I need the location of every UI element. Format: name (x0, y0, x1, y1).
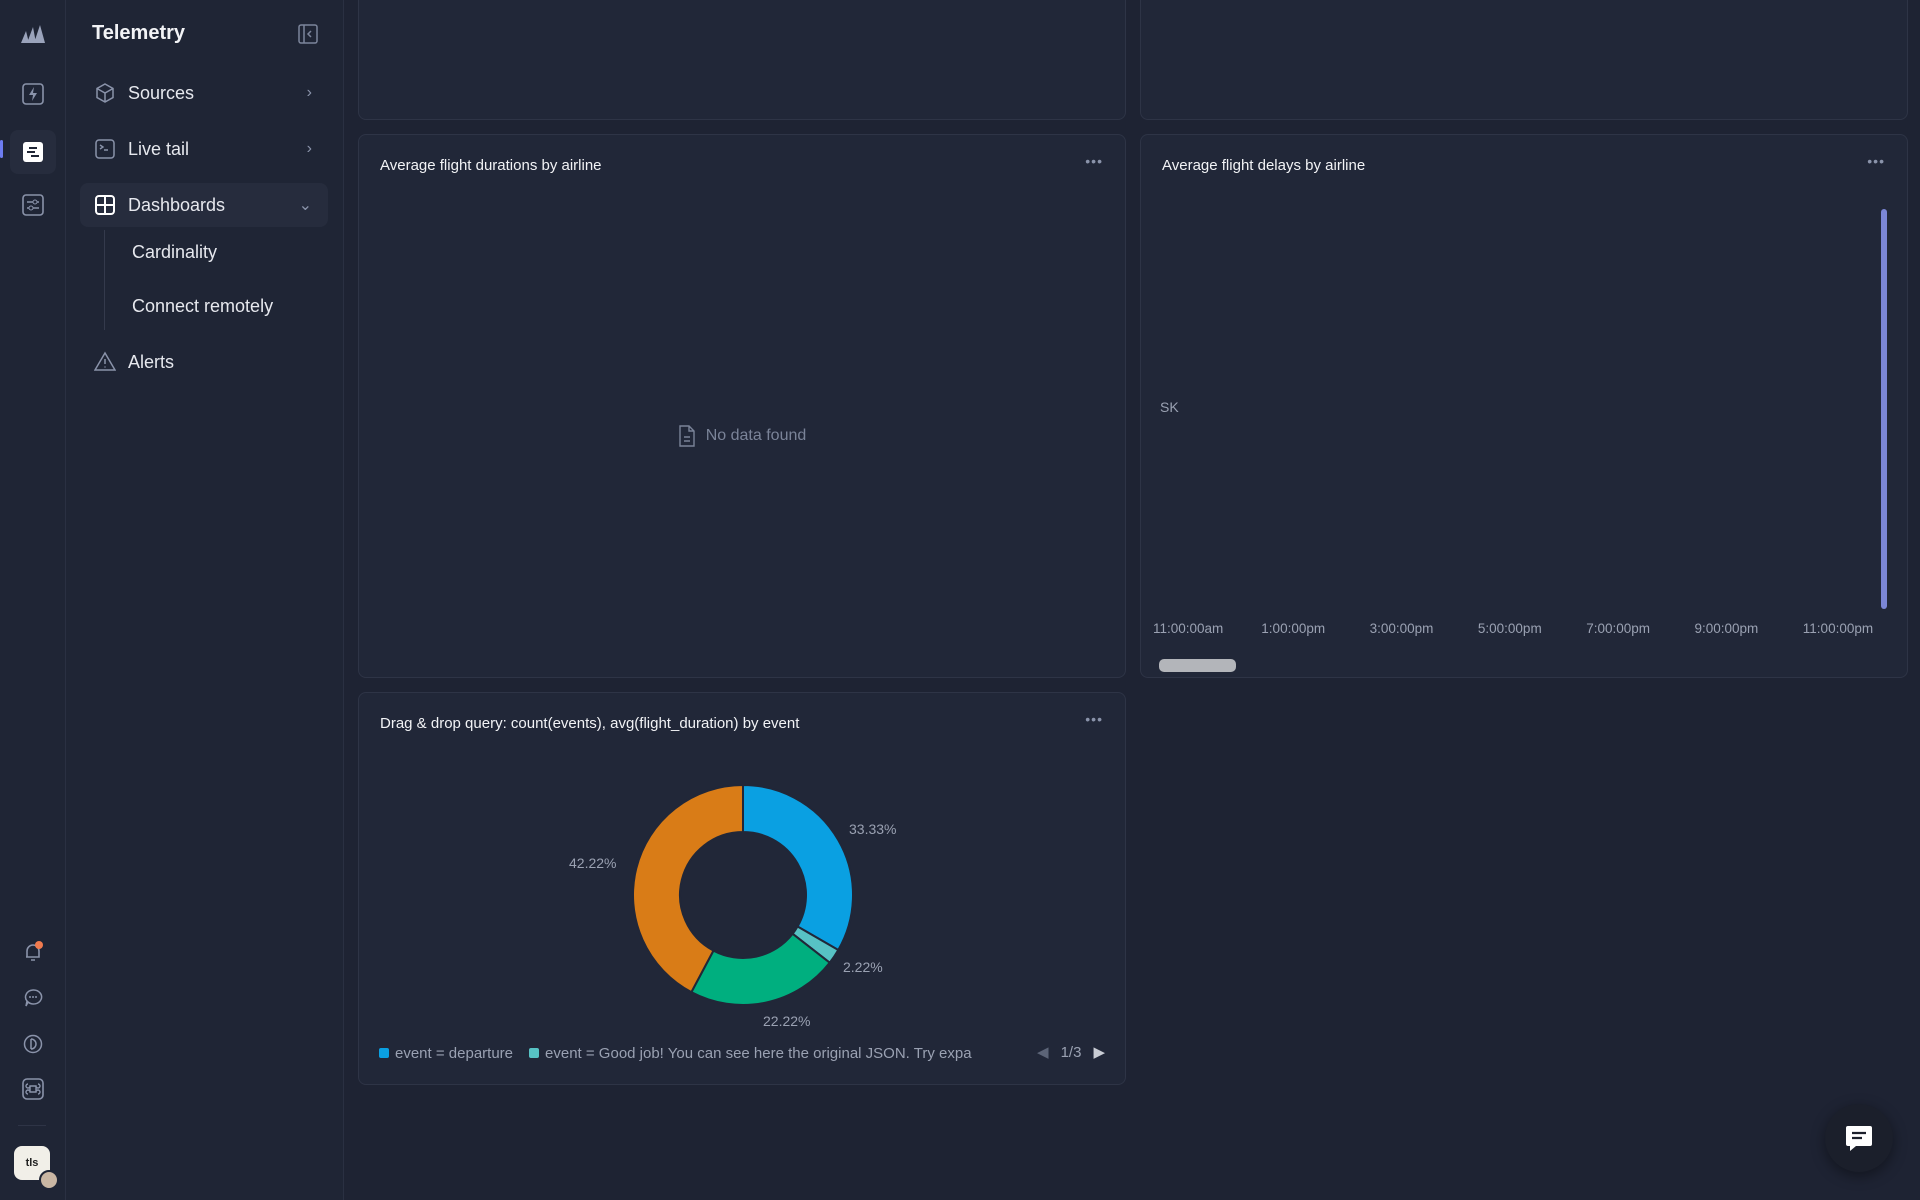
more-options-icon[interactable]: ••• (1085, 153, 1103, 169)
x-tick-label: 7:00:00pm (1586, 621, 1650, 636)
dashboard-card-top-left (358, 0, 1126, 120)
command-icon[interactable] (17, 1073, 49, 1105)
card-title: Drag & drop query: count(events), avg(fl… (380, 715, 800, 732)
card-flight-delays: Average flight delays by airline ••• SK … (1140, 134, 1908, 678)
nav-subitem-connect-remotely[interactable]: Connect remotely (132, 296, 274, 316)
x-tick-label: 11:00:00pm (1802, 621, 1874, 636)
nav-sidebar: Telemetry Sources › Live tail › Dashboards… (66, 0, 344, 1200)
discord-icon[interactable] (17, 1028, 49, 1060)
alert-triangle-icon (94, 351, 116, 371)
bell-icon[interactable] (17, 936, 49, 968)
chat-bubble-icon[interactable] (17, 982, 49, 1014)
card-flight-durations: Average flight durations by airline ••• … (358, 134, 1126, 678)
card-title: Average flight delays by airline (1162, 157, 1366, 174)
nav-subitem-cardinality[interactable]: Cardinality (132, 242, 218, 262)
donut-chart (632, 783, 854, 1006)
collapse-sidebar-icon[interactable] (298, 24, 318, 44)
empty-state: No data found (359, 425, 1125, 447)
chevron-down-icon: ⌄ (298, 197, 312, 214)
icon-rail: tls (0, 0, 66, 1200)
page-indicator: 1/3 (1060, 1043, 1082, 1061)
legend-pager: ◀ 1/3 ▶ (1037, 1043, 1105, 1062)
logo-icon[interactable] (17, 18, 49, 50)
x-tick-label: 9:00:00pm (1694, 621, 1759, 636)
more-options-icon[interactable]: ••• (1085, 711, 1103, 727)
nav-label: Dashboards (128, 194, 226, 215)
dashboard-icon (95, 195, 115, 215)
terminal-icon (95, 139, 115, 159)
card-title: Average flight durations by airline (380, 157, 602, 174)
slice-label: 33.33% (849, 821, 897, 837)
prev-page-icon[interactable]: ◀ (1037, 1044, 1049, 1061)
next-page-icon[interactable]: ▶ (1093, 1044, 1105, 1061)
settings-sliders-icon[interactable] (17, 189, 49, 221)
legend-item[interactable]: event = Good job! You can see here the o… (529, 1045, 972, 1062)
chat-icon (1846, 1126, 1872, 1151)
more-options-icon[interactable]: ••• (1867, 153, 1885, 169)
x-tick-label: 3:00:00pm (1369, 621, 1434, 636)
submenu-line (104, 230, 105, 330)
slice-label: 22.22% (763, 1013, 811, 1029)
dashboard-card-top-right (1140, 0, 1908, 120)
nav-item-sources[interactable]: Sources › (80, 71, 328, 115)
donut-slice[interactable] (632, 783, 744, 994)
series-label: SK (1160, 399, 1179, 415)
card-query-pie: Drag & drop query: count(events), avg(fl… (358, 692, 1126, 1085)
divider (18, 1125, 46, 1126)
nav-label: Live tail (128, 138, 190, 159)
nav-item-alerts[interactable]: Alerts (80, 340, 328, 384)
chevron-right-icon: › (306, 84, 312, 101)
chevron-right-icon: › (306, 140, 312, 157)
bolt-icon[interactable] (17, 78, 49, 110)
x-tick-label: 5:00:00pm (1477, 621, 1542, 636)
horizontal-scrollbar[interactable] (1159, 659, 1236, 672)
legend-item[interactable]: event = departure (379, 1045, 513, 1062)
chat-support-button[interactable] (1825, 1104, 1893, 1172)
slice-label: 2.22% (843, 959, 883, 975)
chart-legend: event = departure event = Good job! You … (379, 1045, 972, 1062)
cube-icon (96, 83, 114, 103)
nav-label: Sources (128, 82, 195, 103)
empty-text: No data found (705, 427, 807, 444)
nav-label: Alerts (128, 351, 175, 372)
x-tick-label: 1:00:00pm (1261, 621, 1326, 636)
slice-label: 42.22% (569, 855, 617, 871)
x-tick-label: 11:00:00am (1153, 621, 1224, 636)
active-indicator (0, 140, 3, 158)
user-avatar[interactable] (39, 1170, 59, 1190)
donut-slice[interactable] (742, 783, 854, 952)
telemetry-icon[interactable] (10, 130, 56, 174)
series-bar (1881, 209, 1887, 609)
app-title: Telemetry (92, 22, 186, 44)
file-icon (679, 425, 695, 447)
nav-item-live-tail[interactable]: Live tail › (80, 127, 328, 171)
nav-item-dashboards[interactable]: Dashboards ⌄ (80, 183, 328, 227)
